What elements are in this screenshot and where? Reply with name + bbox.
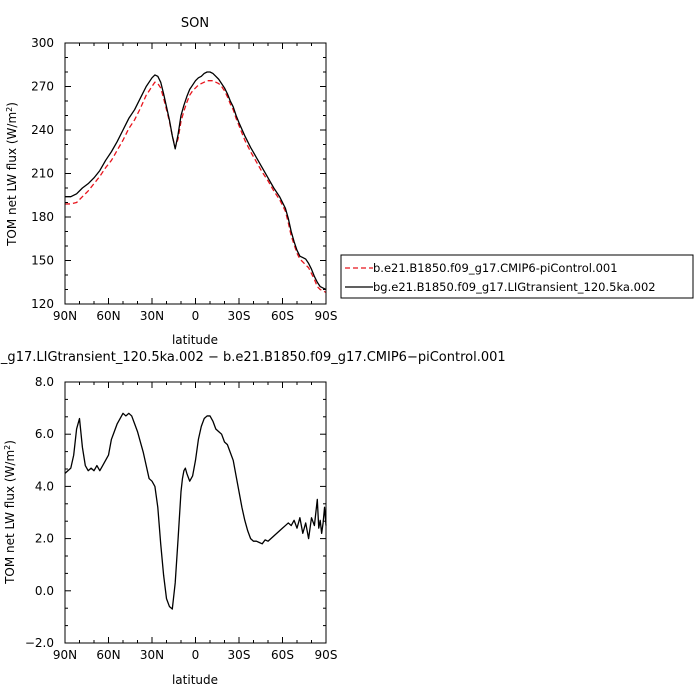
bottom-x-ticks: 90N 60N 30N 0 30S 60S 90S	[53, 382, 338, 662]
top-x-axis-title: latitude	[172, 333, 218, 347]
bottom-y-tick-label-1: 0.0	[35, 584, 54, 598]
top-y-tick-label-2: 180	[31, 210, 54, 224]
bottom-y-tick-label-3: 4.0	[35, 479, 54, 493]
bottom-x-tick-label-2: 30N	[140, 648, 164, 662]
top-y-tick-label-3: 210	[31, 167, 54, 181]
legend-label-lig: bg.e21.B1850.f09_g17.LIGtransient_120.5k…	[373, 280, 656, 294]
top-series-line-1	[65, 71, 327, 291]
top-x-tick-label-2: 30N	[140, 309, 164, 323]
bottom-y-tick-label-0: −2.0	[25, 636, 54, 650]
bottom-x-axis-title: latitude	[172, 673, 218, 687]
bottom-y-ticks: −2.0 0.0 2.0 4.0 6.0 8.0	[25, 375, 326, 650]
top-plot-frame	[64, 42, 327, 305]
bottom-x-tick-label-0: 90N	[53, 648, 77, 662]
top-x-tick-label-5: 60S	[271, 309, 294, 323]
bottom-panel: bg.e21.B1850.f09_g17.LIGtransient_120.5k…	[0, 350, 506, 687]
top-y-tick-label-6: 300	[31, 36, 54, 50]
legend: b.e21.B1850.f09_g17.CMIP6-piControl.001 …	[340, 254, 694, 299]
bottom-plot-frame	[64, 381, 327, 644]
top-x-tick-label-6: 90S	[315, 309, 338, 323]
bottom-x-tick-label-3: 0	[192, 648, 200, 662]
bottom-series-line-0	[64, 412, 327, 610]
top-x-ticks: 90N 60N 30N 0 30S 60S 90S	[53, 43, 338, 323]
bottom-x-tick-label-4: 30S	[228, 648, 251, 662]
bottom-x-tick-label-5: 60S	[271, 648, 294, 662]
top-x-tick-label-4: 30S	[228, 309, 251, 323]
top-x-tick-label-1: 60N	[96, 309, 120, 323]
top-x-tick-label-0: 90N	[53, 309, 77, 323]
bottom-y-axis-title: TOM net LW flux (W/m2)	[3, 440, 17, 585]
top-panel: SON 90N 60N 30N 0 30S 60S 90S 120 150 180 210 240 2…	[5, 16, 337, 347]
bottom-y-tick-label-2: 2.0	[35, 532, 54, 546]
legend-box	[340, 254, 694, 299]
top-y-axis-title: TOM net LW flux (W/m2)	[5, 102, 19, 247]
top-chart-title: SON	[181, 16, 209, 31]
top-series-group	[65, 71, 327, 293]
bottom-y-tick-label-5: 8.0	[35, 375, 54, 389]
bottom-y-tick-label-4: 6.0	[35, 427, 54, 441]
bottom-series-group	[64, 412, 327, 610]
top-x-tick-label-3: 0	[192, 309, 200, 323]
bottom-x-tick-label-6: 90S	[315, 648, 338, 662]
top-y-tick-label-5: 270	[31, 80, 54, 94]
bottom-chart-title: bg.e21.B1850.f09_g17.LIGtransient_120.5k…	[0, 350, 506, 365]
top-y-tick-label-0: 120	[31, 297, 54, 311]
top-y-ticks: 120 150 180 210 240 270 300	[31, 36, 326, 311]
bottom-x-tick-label-1: 60N	[96, 648, 120, 662]
top-series-line-0	[65, 80, 327, 293]
top-y-tick-label-1: 150	[31, 254, 54, 268]
top-y-tick-label-4: 240	[31, 123, 54, 137]
legend-label-control: b.e21.B1850.f09_g17.CMIP6-piControl.001	[373, 261, 618, 275]
